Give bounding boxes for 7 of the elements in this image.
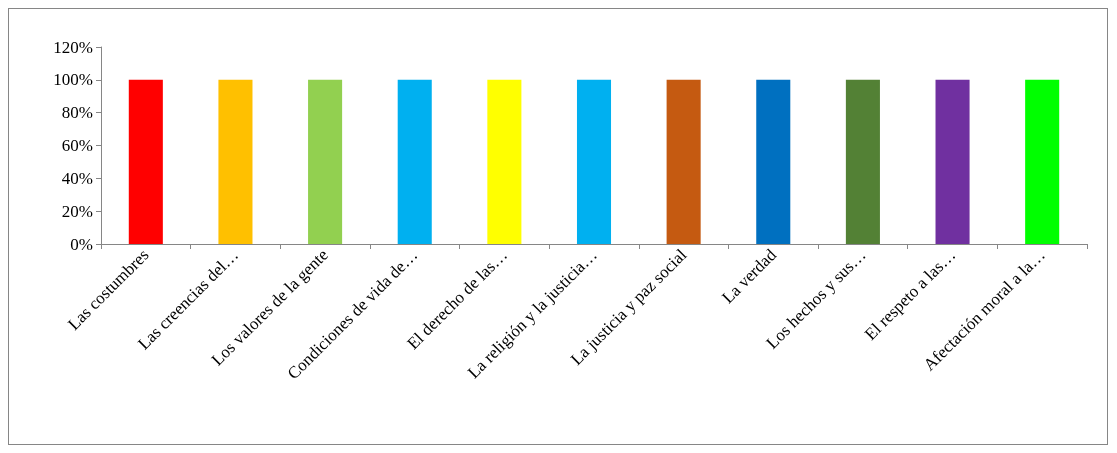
y-tick-label: 120%: [53, 37, 93, 57]
y-tick-label: 80%: [61, 103, 93, 123]
y-tick-label: 40%: [61, 168, 93, 188]
y-tick-label: 0%: [70, 234, 93, 254]
y-tick-label: 60%: [61, 136, 93, 155]
y-tick-label: 100%: [53, 70, 93, 90]
y-tick-label: 20%: [61, 201, 93, 221]
